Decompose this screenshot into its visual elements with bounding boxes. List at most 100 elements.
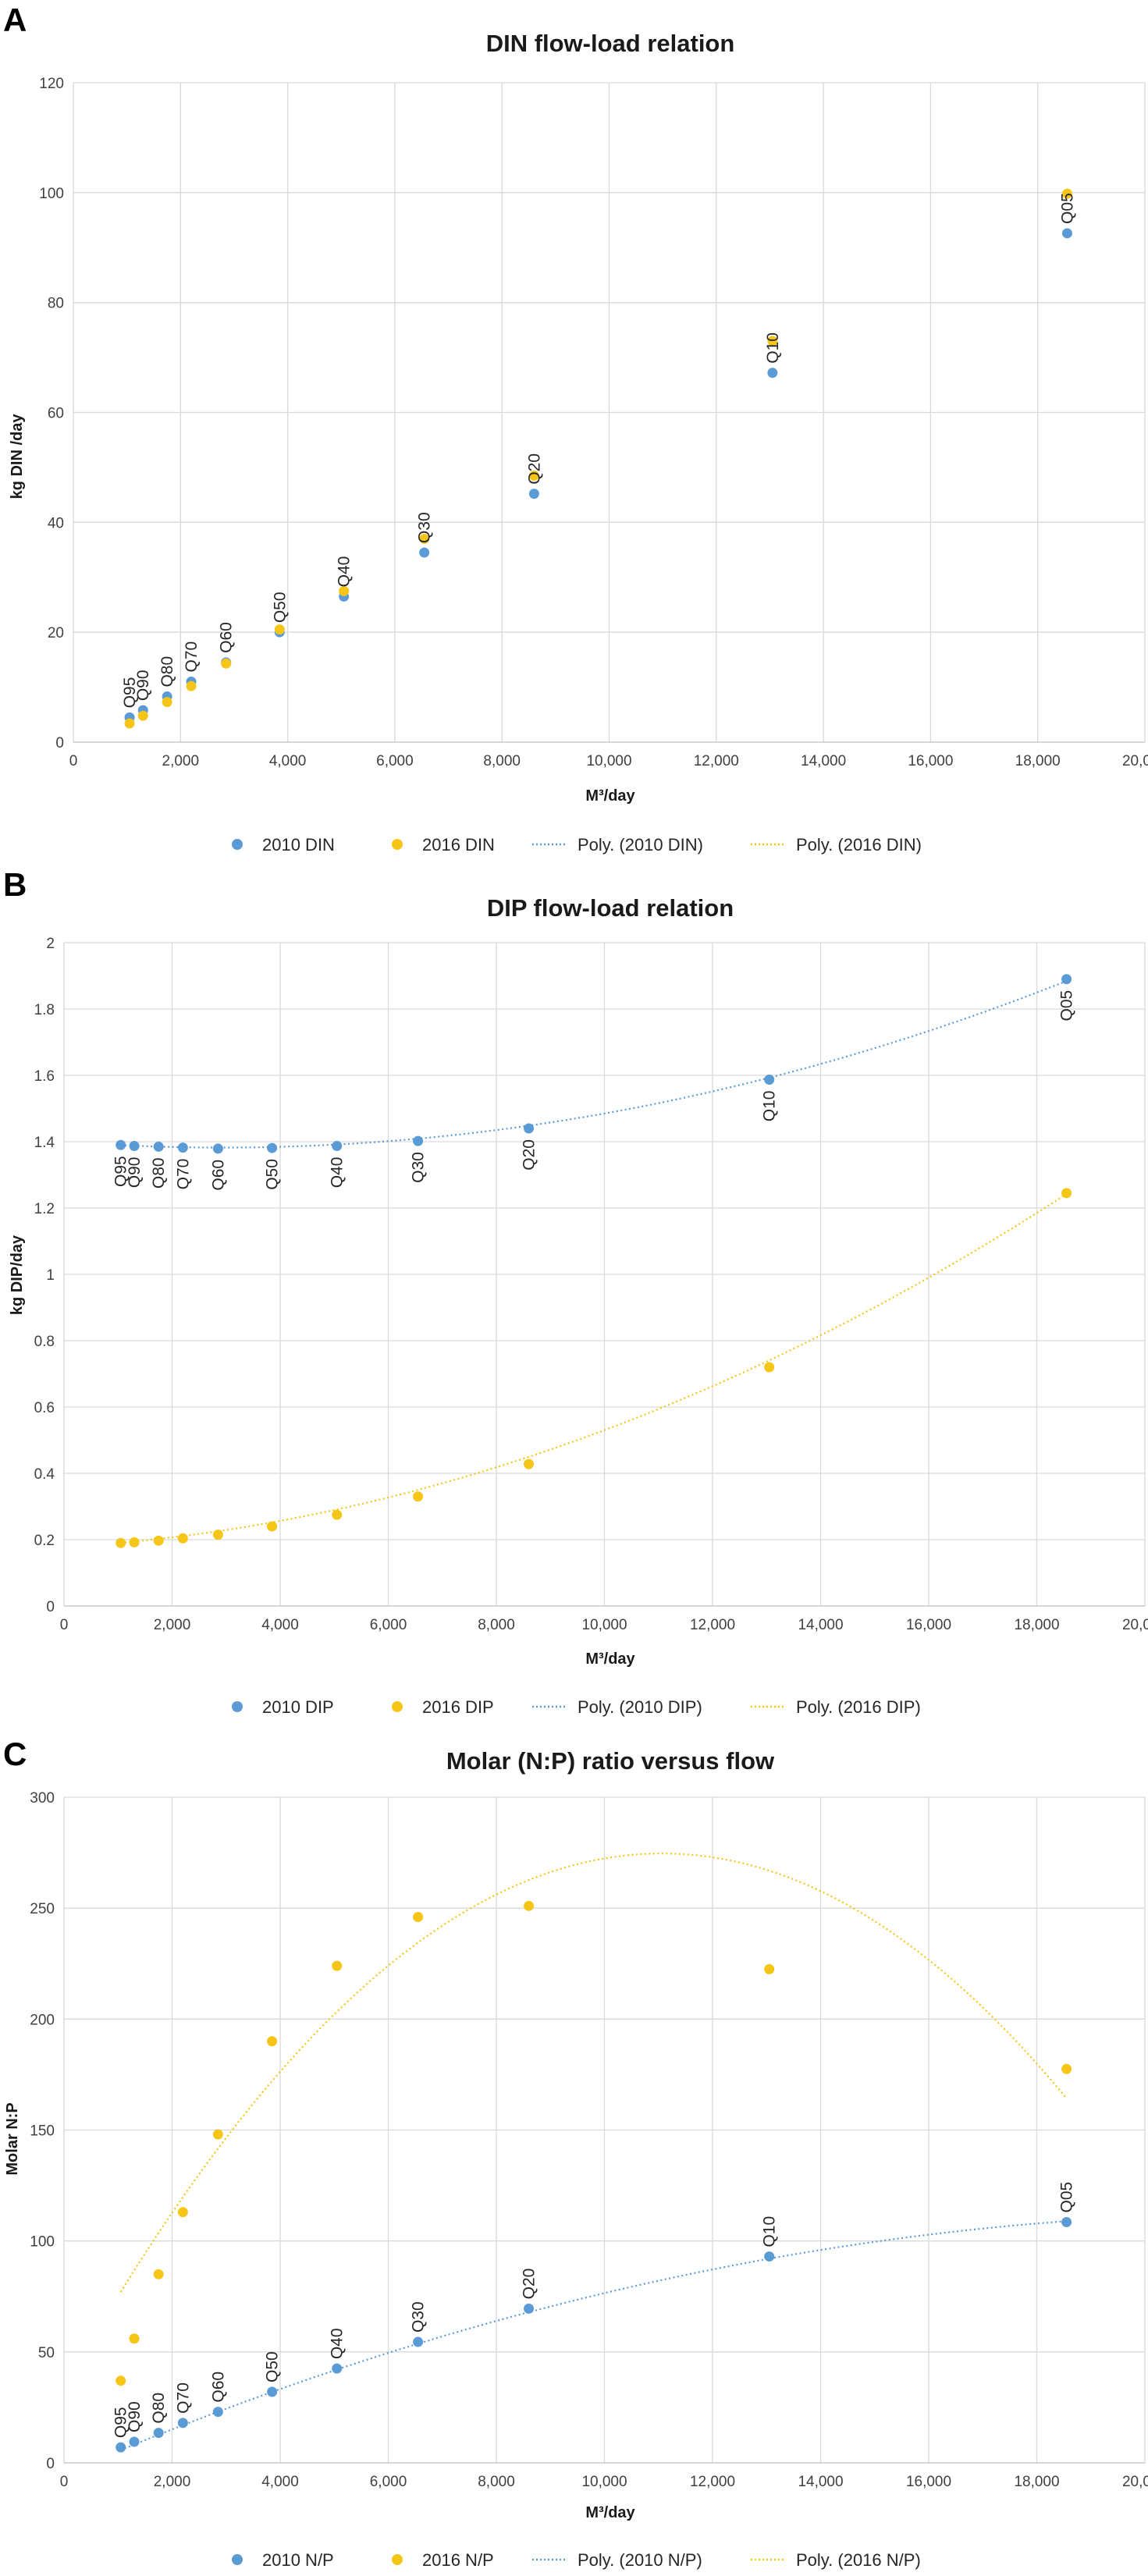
x-tick-label: 4,000: [261, 2474, 299, 2490]
point-label: Q90: [134, 670, 152, 701]
grid: [63, 1796, 1146, 2464]
point-label: Q40: [336, 556, 354, 588]
data-point-2016: [267, 2036, 278, 2047]
point-label: Q70: [174, 2382, 192, 2414]
point-label: Q20: [521, 2269, 538, 2300]
trendline-2016: [119, 1853, 1068, 2293]
legend-label-2010: 2010 N/P: [262, 2550, 334, 2570]
legend-label-2010: 2010 DIP: [262, 1697, 334, 1717]
data-point-2010: [267, 1142, 278, 1153]
y-tick-label: 300: [30, 1790, 55, 1807]
x-tick-label: 12,000: [690, 1617, 735, 1633]
chart-title: DIN flow-load relation: [486, 30, 735, 57]
point-label: Q95: [112, 2407, 130, 2438]
point-label: Q60: [209, 2372, 227, 2403]
data-point-2010: [1061, 974, 1072, 985]
panel-letter-a: A: [3, 2, 27, 38]
legend: 2010 N/P 2016 N/P Poly. (2010 N/P) Poly.…: [232, 2550, 921, 2570]
data-point-2010: [116, 1139, 126, 1150]
legend-marker-2016: [392, 839, 403, 850]
x-tick-label: 8,000: [483, 753, 521, 769]
data-point-2016: [524, 1900, 535, 1911]
y-tick-label: 0.2: [34, 1533, 55, 1549]
point-label: Q70: [183, 641, 201, 673]
y-tick-label: 1.6: [34, 1068, 55, 1085]
data-point-2010: [413, 1135, 424, 1146]
data-point-2010: [332, 2363, 343, 2374]
point-label: Q10: [764, 332, 782, 364]
y-tick-label: 150: [30, 2123, 55, 2140]
y-tick-label: 20: [48, 625, 64, 641]
legend-marker-2016: [392, 1701, 403, 1712]
data-point-2016: [153, 1535, 164, 1546]
data-point-2010: [524, 1123, 535, 1134]
data-point-2016: [767, 336, 778, 346]
y-tick-label: 100: [30, 2234, 55, 2251]
x-tick-label: 0: [60, 2474, 69, 2490]
x-tick-label: 20,000: [1122, 753, 1148, 769]
point-label: Q80: [158, 656, 176, 688]
data-point-2016: [332, 1509, 343, 1520]
x-tick-label: 0: [69, 753, 78, 769]
data-point-2016: [116, 2375, 126, 2386]
y-tick-label: 80: [48, 296, 64, 312]
data-point-2016: [419, 533, 430, 544]
point-label: Q40: [329, 1157, 347, 1189]
data-point-2016: [177, 1533, 188, 1544]
data-point-2010: [413, 2336, 424, 2347]
panel-b: B DIP flow-load relation M³/day kg DIP/d…: [3, 866, 1148, 1717]
legend-label-trend-2010: Poly. (2010 DIN): [578, 835, 703, 855]
data-point-2016: [221, 658, 232, 669]
legend-label-trend-2016: Poly. (2016 DIP): [796, 1697, 921, 1717]
data-point-2016: [129, 1537, 140, 1547]
x-tick-label: 2,000: [154, 1617, 191, 1633]
legend-marker-2010: [232, 839, 243, 850]
point-label: Q80: [150, 1157, 168, 1189]
point-label: Q20: [525, 453, 543, 485]
point-label: Q05: [1058, 193, 1076, 224]
y-tick-label: 1.4: [34, 1135, 55, 1151]
y-tick-label: 0: [46, 2456, 55, 2472]
panel-a: A DIN flow-load relation M³/day kg DIN /…: [3, 2, 1148, 855]
point-label: Q05: [1058, 2182, 1076, 2213]
legend-label-trend-2016: Poly. (2016 N/P): [796, 2550, 921, 2570]
data-point-2010: [764, 1075, 775, 1085]
legend-label-2016: 2016 DIN: [422, 835, 495, 855]
x-tick-label: 12,000: [690, 2474, 735, 2490]
x-tick-label: 16,000: [906, 2474, 951, 2490]
y-axis-title: kg DIN /day: [9, 414, 26, 499]
point-label: Q60: [218, 622, 236, 653]
data-point-2016: [528, 470, 539, 481]
data-point-2016: [162, 697, 172, 708]
x-axis-title: M³/day: [585, 787, 635, 805]
data-point-2010: [153, 1141, 164, 1152]
data-point-2010: [129, 2436, 140, 2447]
x-tick-label: 14,000: [798, 2474, 843, 2490]
data-point-2016: [153, 2269, 164, 2279]
data-point-2016: [413, 1491, 424, 1502]
x-tick-label: 20,000: [1122, 2474, 1148, 2490]
x-tick-label: 8,000: [478, 1617, 515, 1633]
data-point-2016: [1061, 1188, 1072, 1199]
point-label: Q70: [174, 1159, 192, 1190]
data-point-2016: [116, 1537, 126, 1548]
x-tick-label: 14,000: [801, 753, 846, 769]
panel-letter-b: B: [3, 866, 27, 903]
legend-marker-2010: [232, 1701, 243, 1712]
point-label: Q90: [126, 1157, 144, 1189]
data-point-2010: [767, 368, 778, 378]
data-point-2010: [267, 2386, 278, 2397]
data-point-2016: [274, 624, 285, 635]
point-label: Q30: [416, 512, 434, 543]
y-tick-label: 100: [39, 186, 64, 202]
trendline-2010: [120, 2220, 1067, 2451]
data-point-2016: [764, 1362, 775, 1373]
y-axis-title: kg DIP/day: [9, 1235, 26, 1315]
point-label: Q80: [150, 2393, 168, 2424]
point-label: Q95: [112, 1156, 130, 1187]
y-tick-label: 250: [30, 1901, 55, 1917]
data-point-2010: [1061, 2216, 1072, 2227]
legend-label-trend-2010: Poly. (2010 DIP): [578, 1697, 702, 1717]
trendline-2016: [120, 1193, 1068, 1544]
